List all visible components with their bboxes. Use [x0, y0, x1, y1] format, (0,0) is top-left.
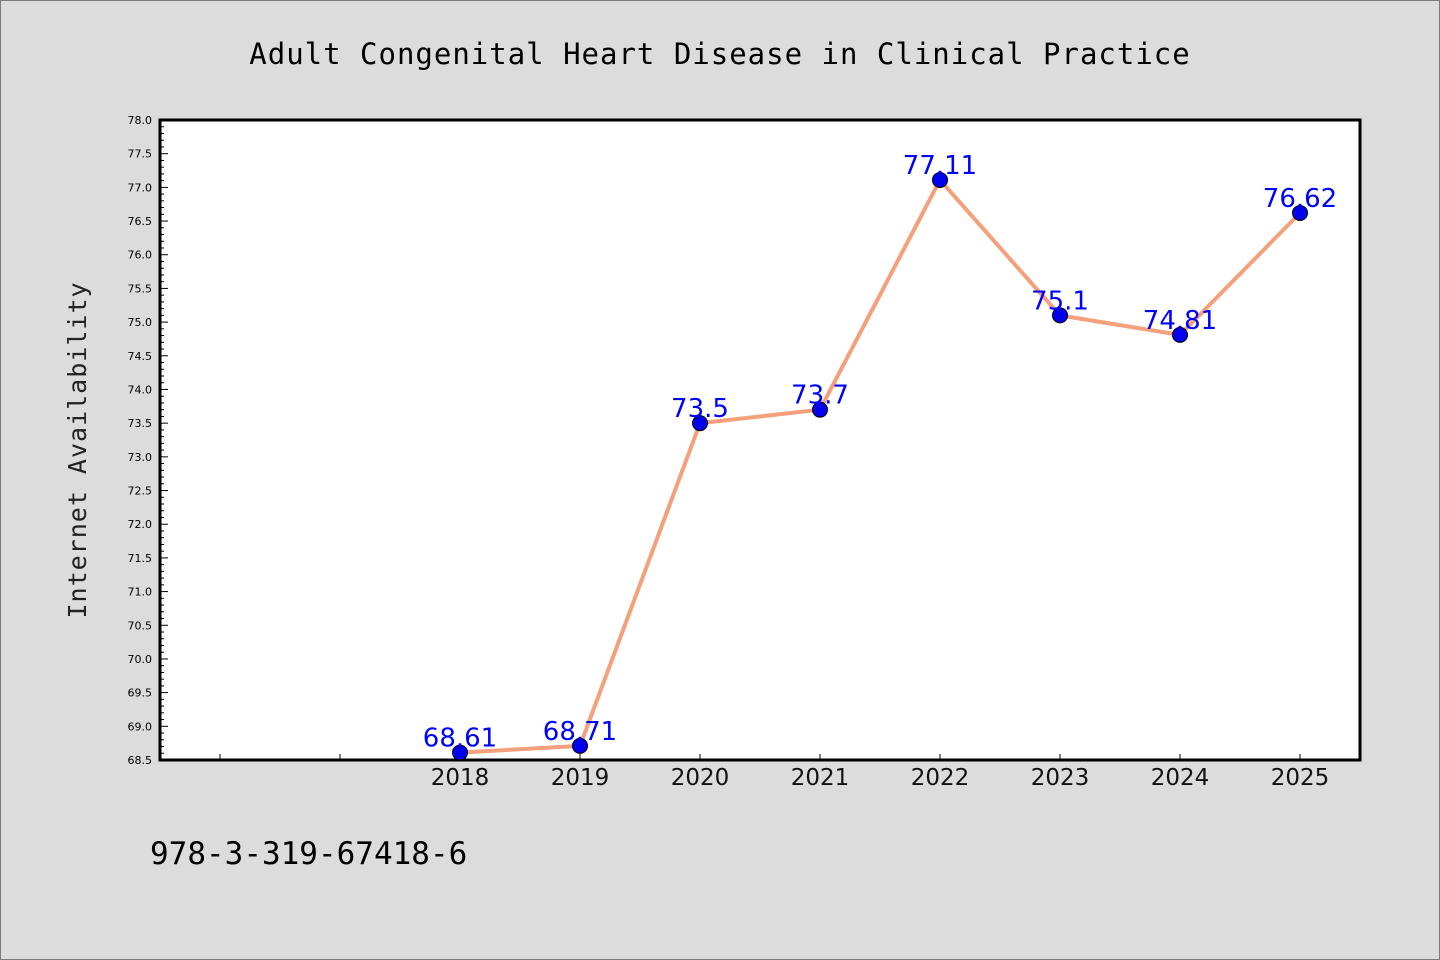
y-tick-label: 71.5	[128, 552, 153, 565]
data-label: 74.81	[1143, 306, 1217, 336]
y-tick-label: 77.0	[128, 181, 153, 194]
y-tick-label: 76.5	[128, 215, 153, 228]
data-point-marker	[452, 744, 468, 761]
x-tick-label: 2020	[671, 765, 730, 791]
y-tick-label: 78.0	[128, 114, 153, 127]
x-tick-label: 2025	[1271, 765, 1330, 791]
y-tick-label: 74.5	[128, 350, 153, 363]
x-tick-label: 2019	[551, 765, 610, 791]
data-series: 68.61 68.71 73.5 73.7 77.11 75.1 74.81 76.62	[423, 151, 1337, 761]
x-tick-label: 2023	[1031, 765, 1090, 791]
y-tick-label: 69.5	[128, 687, 153, 700]
data-point-marker	[692, 415, 708, 432]
y-tick-label: 70.0	[128, 653, 153, 666]
data-label: 77.11	[903, 151, 977, 181]
data-point-marker	[812, 401, 828, 418]
x-tick-label: 2018	[431, 765, 490, 791]
x-axis-ticks: 2018 2019 2020 2021 2022 2023 2024 2025	[219, 754, 1330, 791]
y-tick-label: 69.0	[128, 720, 153, 733]
plot-area	[158, 118, 1362, 762]
data-point-marker	[1172, 326, 1188, 343]
data-point-marker	[1052, 307, 1068, 324]
data-label: 75.1	[1031, 286, 1089, 316]
y-tick-label: 70.5	[128, 619, 153, 632]
data-point-marker	[572, 737, 588, 754]
y-tick-label: 71.0	[128, 586, 153, 599]
data-label: 76.62	[1263, 184, 1337, 214]
x-tick-label: 2024	[1151, 765, 1210, 791]
y-tick-label: 74.0	[128, 383, 153, 396]
data-label: 68.61	[423, 724, 497, 754]
series-line	[459, 177, 1302, 755]
isbn-text: 978-3-319-67418-6	[150, 836, 467, 872]
x-tick-label: 2021	[791, 765, 850, 791]
y-tick-label: 77.5	[128, 148, 153, 161]
y-tick-label: 76.0	[128, 249, 153, 262]
y-tick-label: 72.0	[128, 518, 153, 531]
data-label: 68.71	[543, 717, 617, 747]
y-tick-label: 75.0	[128, 316, 153, 329]
y-axis-ticks: 68.5 69.0 69.5 70.0 70.5 71.0 71.5 72.0 72.5 73.0…	[128, 114, 168, 767]
y-axis-label: Internet Availability	[63, 281, 92, 618]
data-point-marker	[1292, 204, 1308, 221]
data-label: 73.5	[671, 394, 729, 424]
data-label: 73.7	[791, 381, 849, 411]
y-tick-label: 73.0	[128, 451, 153, 464]
data-point-marker	[932, 171, 948, 188]
y-tick-label: 75.5	[128, 282, 153, 295]
y-tick-label: 68.5	[128, 754, 153, 767]
y-tick-label: 72.5	[128, 485, 153, 498]
y-tick-label: 73.5	[128, 417, 153, 430]
chart-title: Adult Congenital Heart Disease in Clinic…	[249, 37, 1190, 71]
x-tick-label: 2022	[911, 765, 970, 791]
